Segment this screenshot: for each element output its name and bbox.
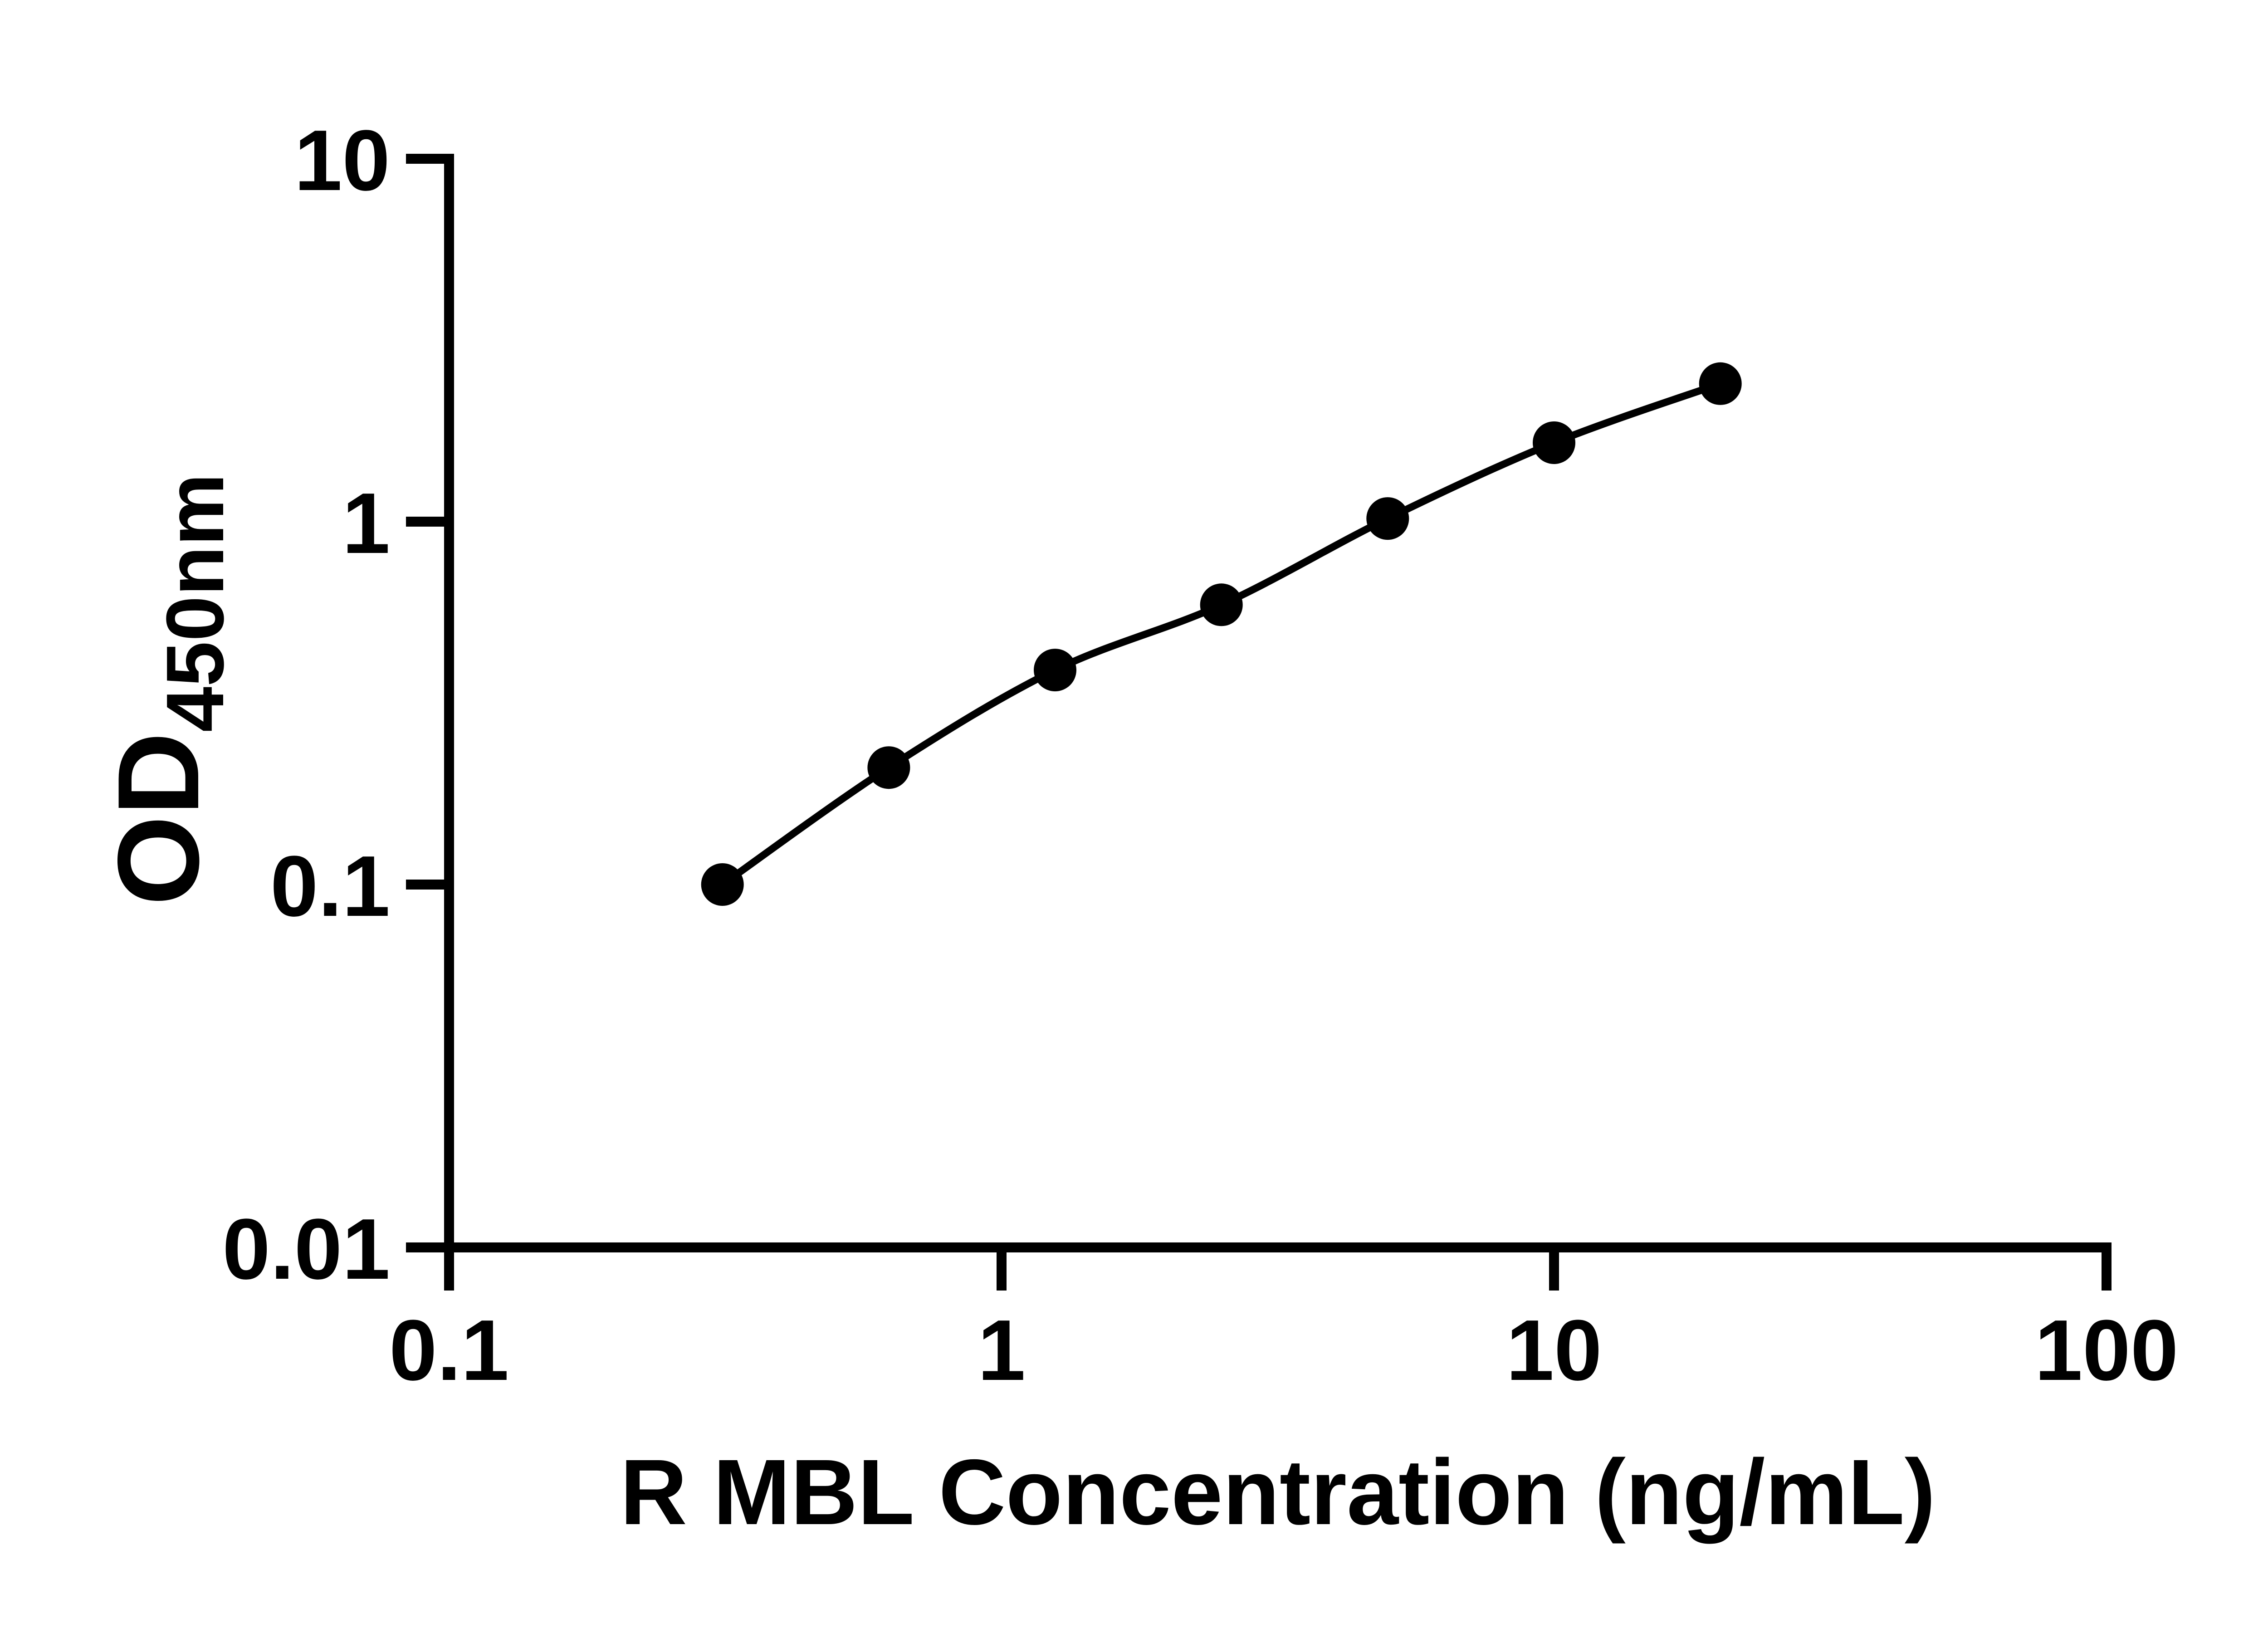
data-point-marker: [1200, 583, 1243, 626]
data-point-marker: [1034, 649, 1076, 692]
y-axis-title: OD450nm: [94, 474, 241, 906]
y-axis-title-subscript: 450nm: [150, 474, 241, 732]
data-point-marker: [1533, 421, 1575, 464]
standard-curve-line: [719, 380, 1724, 888]
data-point-marker: [1699, 362, 1742, 405]
x-axis-title: R MBL Concentration (ng/mL): [620, 1440, 1936, 1544]
y-axis-title-main: OD: [94, 732, 223, 906]
x-tick-label: 100: [2034, 1302, 2178, 1398]
y-tick-label: 10: [294, 112, 390, 209]
y-tick-label: 0.1: [270, 838, 390, 934]
data-point-marker: [867, 746, 910, 789]
x-tick-label: 10: [1506, 1302, 1602, 1398]
x-tick-label: 1: [978, 1302, 1026, 1398]
y-tick-label: 1: [342, 475, 390, 572]
data-point-marker: [1366, 497, 1409, 540]
data-point-marker: [701, 863, 744, 906]
x-tick-label: 0.1: [389, 1302, 509, 1398]
y-tick-label: 0.01: [222, 1201, 390, 1297]
